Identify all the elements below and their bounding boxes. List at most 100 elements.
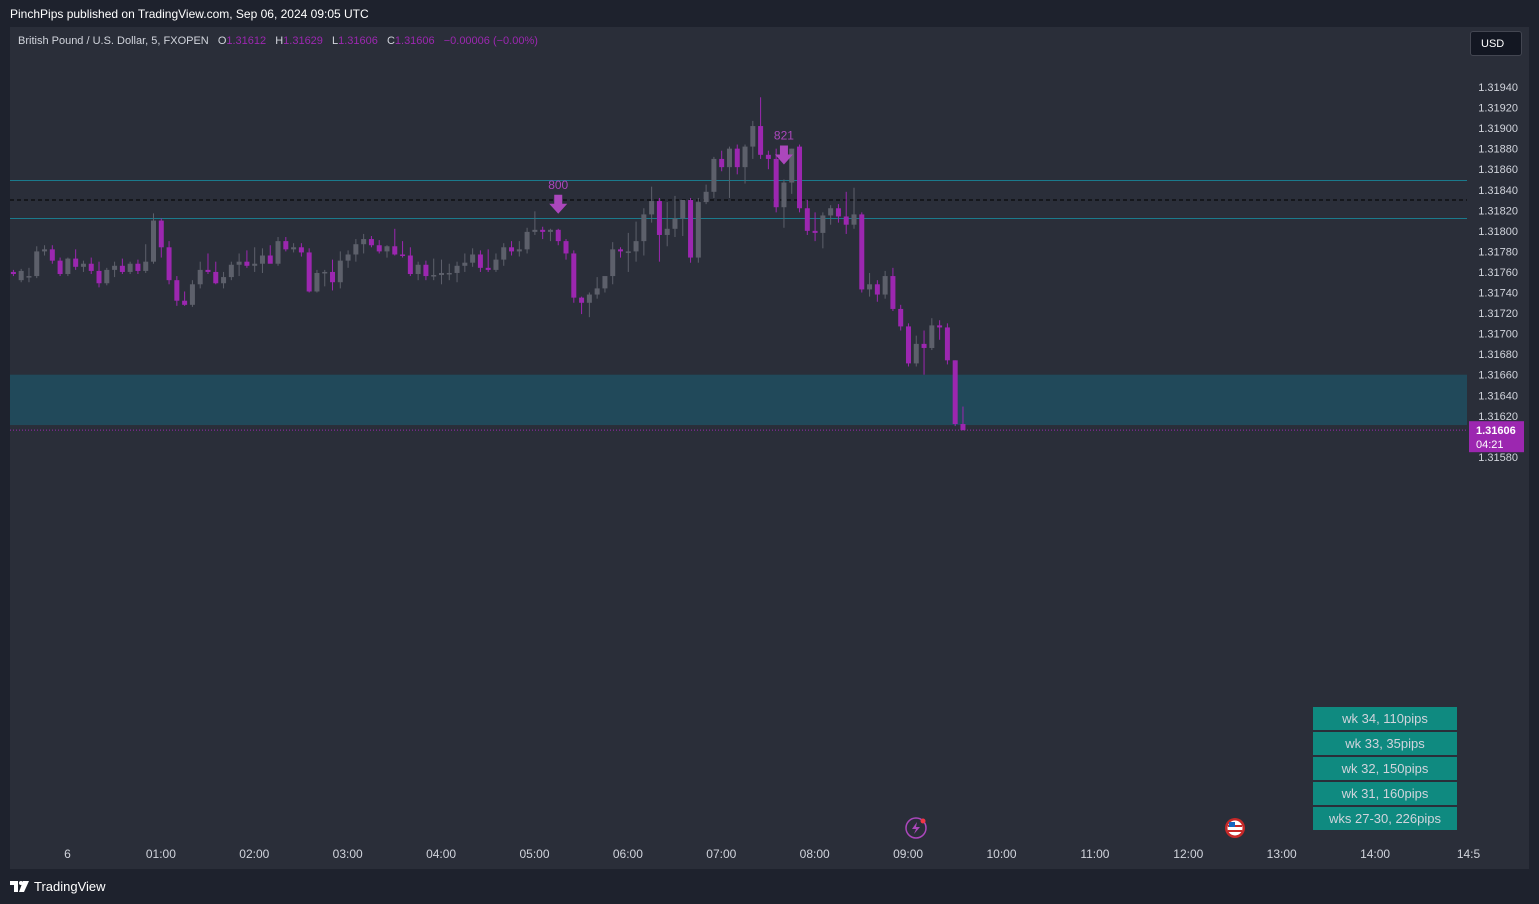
candle-body <box>244 261 250 266</box>
candle-body <box>610 249 616 277</box>
demand-zone <box>10 374 1467 426</box>
candle-body <box>368 239 374 246</box>
y-tick-label: 1.31940 <box>1478 82 1518 94</box>
candle-body <box>516 249 522 252</box>
x-tick-label: 08:00 <box>800 847 830 861</box>
tradingview-logo-icon <box>10 880 29 892</box>
candle-body <box>345 254 351 261</box>
candle-body <box>337 260 343 283</box>
candle-body <box>789 148 795 183</box>
candle-body <box>330 271 336 283</box>
y-tick-label: 1.31880 <box>1478 144 1518 156</box>
candle-body <box>415 264 421 275</box>
high-value: 1.31629 <box>283 35 323 47</box>
chart-frame[interactable] <box>10 27 1529 869</box>
candle-body <box>540 229 546 232</box>
candle-body <box>446 272 452 275</box>
candle-body <box>804 208 810 231</box>
candle-body <box>423 264 429 277</box>
lightning-event-icon[interactable] <box>905 817 927 839</box>
candle-body <box>960 424 966 431</box>
y-tick-label: 1.31860 <box>1478 164 1518 176</box>
candle-body <box>34 251 40 277</box>
tradingview-logo[interactable]: TradingView <box>10 879 106 894</box>
candle-body <box>618 249 623 252</box>
x-tick-label: 07:00 <box>706 847 736 861</box>
candle-body <box>913 343 919 364</box>
x-tick-label: 12:00 <box>1173 847 1203 861</box>
candle-body <box>726 148 732 168</box>
candle-body <box>656 201 662 235</box>
info-box <box>1313 757 1457 780</box>
x-tick-label: 11:00 <box>1080 847 1109 861</box>
candle-body <box>547 229 553 232</box>
candle-body <box>664 228 670 235</box>
candle-body <box>828 208 834 216</box>
x-tick-label: 09:00 <box>893 847 923 861</box>
info-box-label: wk 32, 150pips <box>1341 761 1429 776</box>
candle-body <box>586 294 592 303</box>
candle-body <box>104 269 110 284</box>
symbol-title[interactable]: British Pound / U.S. Dollar, 5, FXOPEN <box>18 35 209 47</box>
candle-body <box>73 258 79 267</box>
y-tick-label: 1.31740 <box>1478 288 1518 300</box>
close-label: C <box>386 35 395 47</box>
y-tick-label: 1.31840 <box>1478 185 1518 197</box>
candle-body <box>797 146 803 209</box>
candle-body <box>189 284 195 305</box>
currency-button[interactable]: USD <box>1470 31 1522 56</box>
info-box-label: wk 34, 110pips <box>1341 711 1428 726</box>
candle-body <box>952 360 958 425</box>
candle-body <box>322 271 328 274</box>
x-tick-label: 13:00 <box>1267 847 1297 861</box>
x-tick-label: 6 <box>64 847 71 861</box>
change-value: −0.00006 (−0.00%) <box>443 35 538 47</box>
candle-body <box>579 297 585 303</box>
candle-body <box>174 280 180 301</box>
low-label: L <box>331 35 339 47</box>
candle-body <box>49 249 55 261</box>
candle-body <box>680 200 686 219</box>
x-tick-label: 02:00 <box>239 847 269 861</box>
candle-body <box>742 146 748 168</box>
x-tick-label: 10:00 <box>986 847 1016 861</box>
candle-body <box>765 154 771 159</box>
candle-body <box>197 269 203 285</box>
candle-body <box>166 247 172 281</box>
candle-body <box>594 288 600 295</box>
candle-body <box>867 284 873 290</box>
info-box-label: wk 31, 160pips <box>1341 786 1429 801</box>
last-price-countdown: 04:21 <box>1476 439 1504 451</box>
y-tick-label: 1.31800 <box>1478 226 1518 238</box>
candle-body <box>781 182 787 208</box>
candle-body <box>283 241 289 250</box>
candle-body <box>509 247 515 252</box>
candle-body <box>563 241 569 254</box>
candle-body <box>898 308 904 327</box>
high-label: H <box>275 35 284 47</box>
candle-body <box>57 260 63 275</box>
candle-body <box>532 229 538 232</box>
footer: TradingView <box>0 869 1539 904</box>
annotation-arrow-icon <box>774 145 793 165</box>
x-tick-label: 01:00 <box>146 847 176 861</box>
candle-body <box>695 202 701 258</box>
y-tick-label: 1.31620 <box>1478 411 1518 423</box>
candle-body <box>431 275 437 277</box>
candle-body <box>407 255 413 275</box>
y-tick-label: 1.31680 <box>1478 349 1518 361</box>
candle-body <box>758 126 764 155</box>
candle-body <box>135 263 141 271</box>
candle-body <box>298 247 304 253</box>
us-flag-event-icon[interactable] <box>1225 818 1245 838</box>
annotation-label: 800 <box>548 178 568 192</box>
candle-body <box>221 277 227 284</box>
candle-body <box>314 272 320 292</box>
candle-body <box>555 229 561 242</box>
y-tick-label: 1.31760 <box>1478 267 1518 279</box>
candle-body <box>127 263 133 272</box>
candle-body <box>750 126 756 147</box>
candle-body <box>501 247 507 260</box>
candle-body <box>454 265 460 273</box>
